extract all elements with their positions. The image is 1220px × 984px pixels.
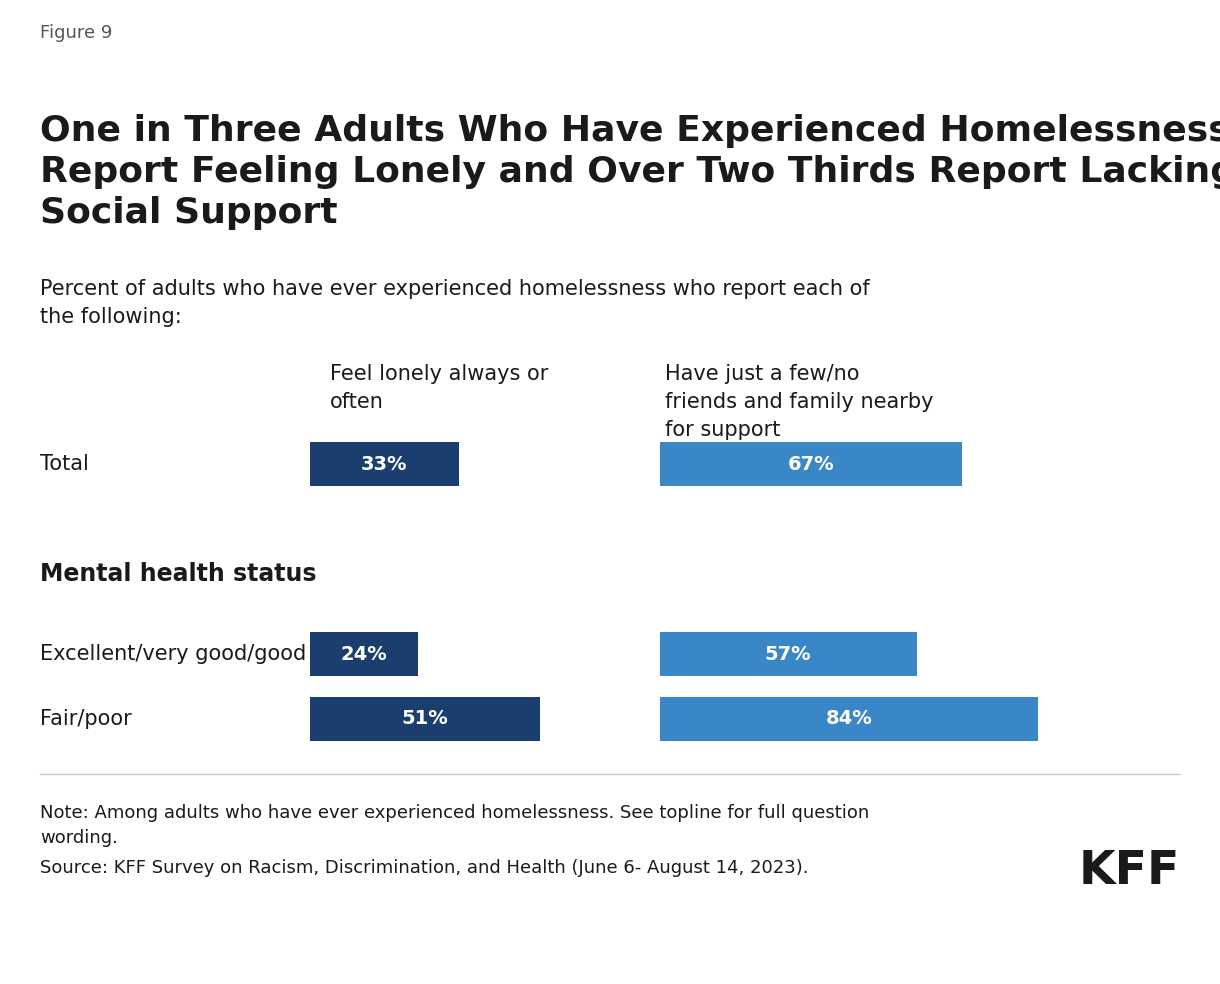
Text: Mental health status: Mental health status: [40, 562, 316, 586]
Text: One in Three Adults Who Have Experienced Homelessness
Report Feeling Lonely and : One in Three Adults Who Have Experienced…: [40, 114, 1220, 229]
Text: Excellent/very good/good: Excellent/very good/good: [40, 644, 306, 664]
Text: Total: Total: [40, 454, 89, 474]
Text: Source: KFF Survey on Racism, Discrimination, and Health (June 6- August 14, 202: Source: KFF Survey on Racism, Discrimina…: [40, 859, 809, 877]
Text: Percent of adults who have ever experienced homelessness who report each of
the : Percent of adults who have ever experien…: [40, 279, 870, 327]
Bar: [310, 632, 418, 676]
Text: Feel lonely always or
often: Feel lonely always or often: [329, 364, 548, 412]
Text: 57%: 57%: [765, 645, 811, 663]
Bar: [660, 632, 916, 676]
Text: Have just a few/no
friends and family nearby
for support: Have just a few/no friends and family ne…: [665, 364, 933, 440]
Bar: [310, 442, 459, 486]
Bar: [310, 697, 539, 741]
Text: 24%: 24%: [340, 645, 388, 663]
Text: 33%: 33%: [361, 455, 407, 473]
Bar: [660, 697, 1038, 741]
Text: Fair/poor: Fair/poor: [40, 709, 132, 729]
Text: KFF: KFF: [1078, 849, 1180, 894]
Bar: [660, 442, 961, 486]
Text: Note: Among adults who have ever experienced homelessness. See topline for full : Note: Among adults who have ever experie…: [40, 804, 869, 847]
Text: 51%: 51%: [401, 709, 448, 728]
Text: Figure 9: Figure 9: [40, 24, 112, 42]
Text: 67%: 67%: [787, 455, 834, 473]
Text: 84%: 84%: [826, 709, 872, 728]
